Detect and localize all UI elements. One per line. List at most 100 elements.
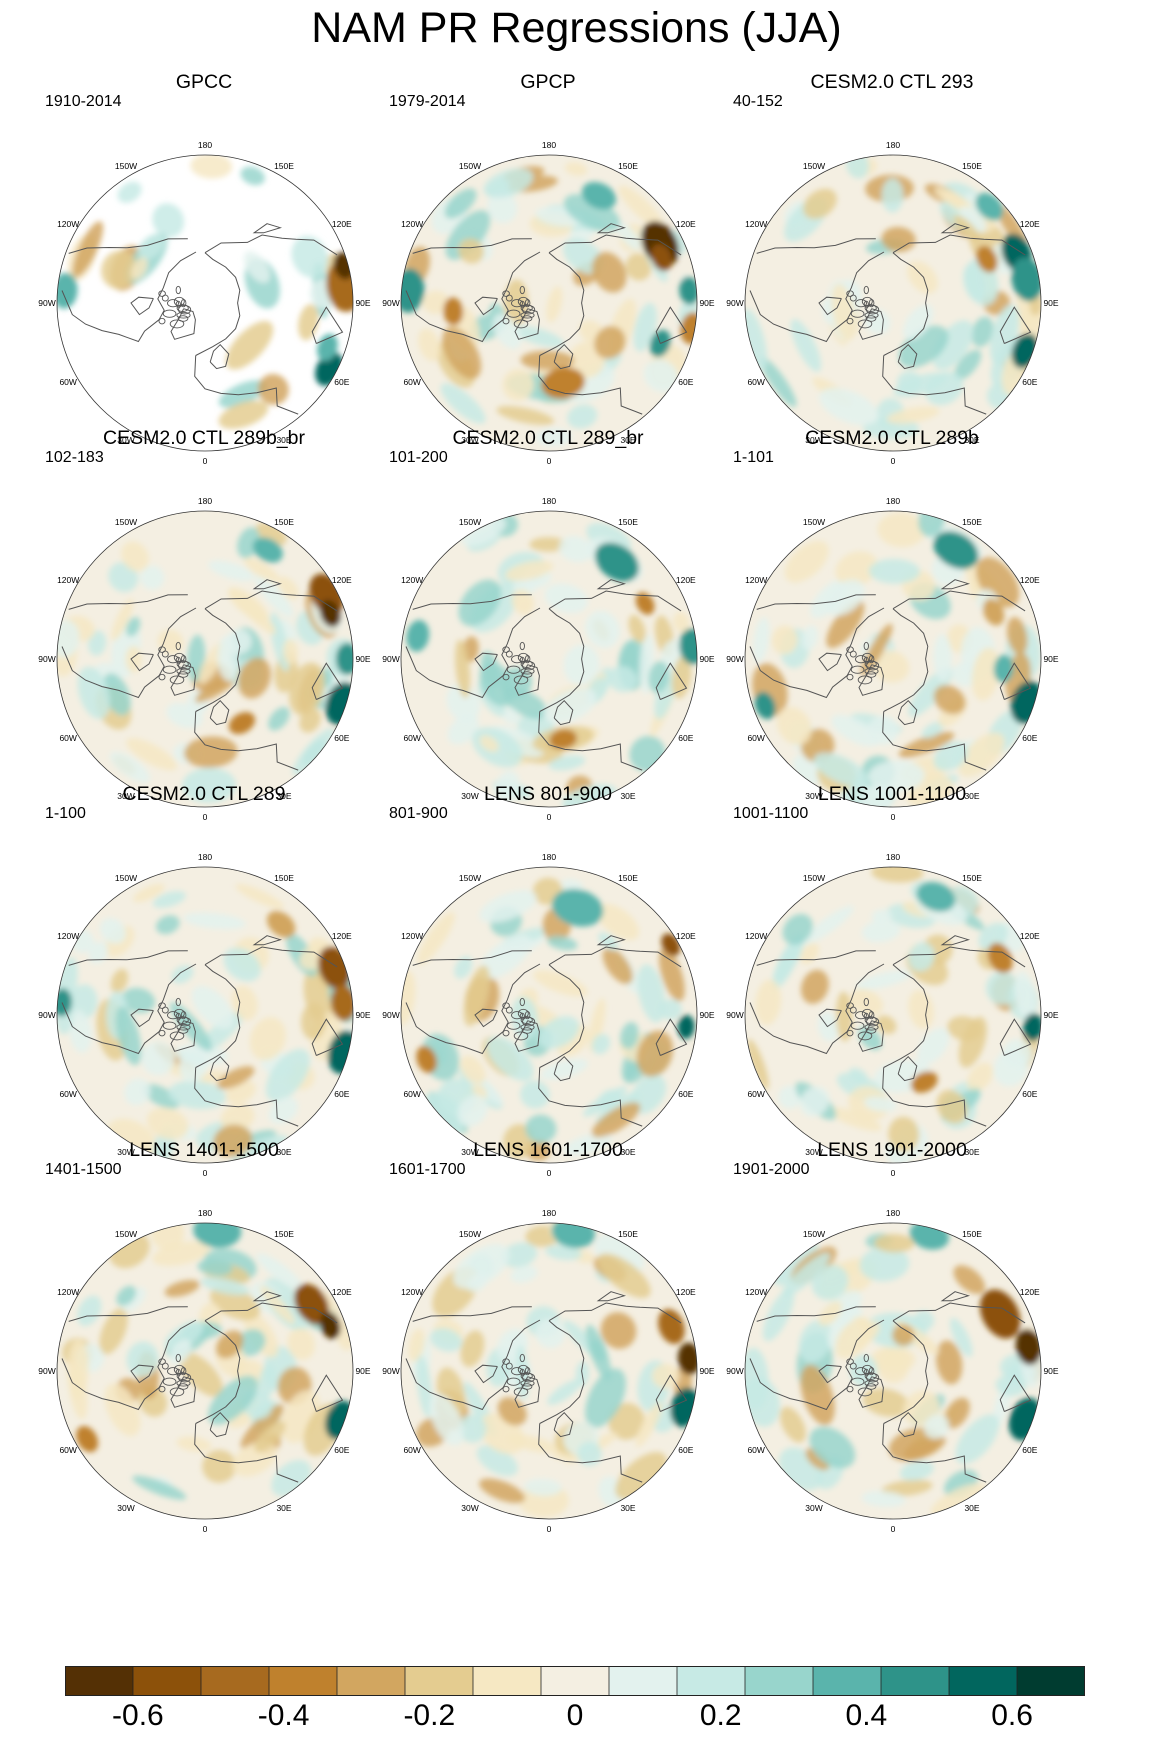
longitude-label: 180 (198, 852, 212, 862)
island-outline (519, 656, 525, 664)
coastline (655, 1018, 688, 1056)
longitude-label: 30W (461, 435, 478, 445)
panel-title: LENS 1001-1100 (817, 783, 967, 805)
longitude-label: 120E (332, 219, 352, 229)
field-blob (524, 1478, 562, 1496)
coastlines (405, 935, 688, 1127)
coastline (882, 1067, 987, 1127)
island-outline (868, 298, 875, 308)
longitude-label: 0 (891, 456, 896, 465)
longitude-label: 120W (57, 1287, 79, 1297)
panel-years: 102-183 (45, 449, 104, 466)
field-blob (110, 968, 129, 993)
field-blob (544, 583, 588, 614)
island-outline (855, 655, 867, 664)
longitude-label: 150W (115, 1229, 137, 1239)
map-panel: 180 150E 120E 90E 60E 30E 0 30W 60W 90W 120W 150W GP… (356, 70, 740, 465)
field-blob (615, 1452, 667, 1500)
colorbar-swatch (1017, 1666, 1086, 1696)
island-outline (511, 1011, 523, 1020)
field-feature (581, 181, 617, 210)
coastline (539, 252, 585, 356)
island-outline (158, 1002, 166, 1009)
longitude-label: 90E (355, 1366, 370, 1376)
island-outline (519, 285, 525, 295)
field-blob (803, 188, 837, 219)
island-outline (162, 1377, 177, 1386)
coastline (539, 964, 585, 1068)
island-outline (167, 299, 179, 308)
field-blob (243, 251, 271, 284)
island-outline (868, 654, 875, 664)
field-blob (848, 1067, 868, 1083)
island-outline (524, 1010, 531, 1020)
longitude-label: 0 (547, 812, 552, 821)
field-blob (132, 883, 165, 903)
field-feature (916, 881, 956, 912)
field-blob (635, 1402, 662, 1447)
coastline (204, 590, 338, 612)
field-blob (124, 1078, 151, 1106)
field-blob (872, 650, 910, 683)
map-background (57, 155, 353, 451)
map-background (401, 1223, 697, 1519)
field-blob (529, 537, 568, 552)
coastline (412, 1306, 532, 1322)
field-feature (76, 1426, 99, 1453)
panel-years: 101-200 (389, 449, 448, 466)
field-blob (143, 1084, 180, 1109)
field-blob (171, 965, 194, 984)
island-outline (178, 1016, 192, 1027)
longitude-label: 90E (355, 1010, 370, 1020)
field-feature (677, 1015, 695, 1039)
coastline (756, 1306, 876, 1322)
coastline (405, 1358, 504, 1411)
longitude-label: 90W (726, 654, 743, 664)
field-blob (861, 1490, 906, 1508)
coastline (539, 1320, 585, 1424)
coastline (553, 1411, 574, 1438)
map-panel: 180 150E 120E 90E 60E 30E 0 30W 60W 90W 120W 150W CE… (12, 426, 396, 821)
coastlines (61, 935, 344, 1127)
island-outline (524, 298, 531, 308)
island-outline (521, 671, 533, 678)
field-blob (213, 1124, 253, 1157)
coastline (539, 608, 585, 712)
field-blob (132, 1475, 187, 1500)
field-blob (989, 304, 1020, 365)
panel-title: CESM2.0 CTL 289b (805, 427, 979, 449)
longitude-label: 0 (203, 812, 208, 821)
longitude-label: 150W (459, 517, 481, 527)
island-outline (175, 656, 181, 664)
coastline (412, 950, 532, 966)
longitude-label: 120W (745, 931, 767, 941)
longitude-label: 180 (886, 140, 900, 150)
field-blob (116, 1285, 137, 1306)
longitude-label: 60E (678, 1089, 693, 1099)
field-blob (104, 1383, 141, 1437)
coastline (749, 1002, 848, 1055)
field-blob (600, 1312, 637, 1349)
coastline (548, 590, 682, 612)
longitude-label: 120E (676, 931, 696, 941)
field-blob (249, 1017, 286, 1061)
field-blob (835, 551, 878, 587)
island-outline (177, 1383, 189, 1390)
coastline (209, 343, 230, 370)
coastline (940, 1291, 971, 1302)
coastline (897, 1055, 918, 1082)
coastline (749, 646, 848, 699)
longitude-label: 90W (38, 1010, 55, 1020)
longitude-label: 60E (1022, 377, 1037, 387)
map-boundary (400, 1222, 698, 1520)
field-blob (876, 1015, 897, 1035)
colorbar-tick-label: -0.6 (112, 1699, 164, 1732)
longitude-label: 30W (117, 435, 134, 445)
island-outline (158, 290, 166, 297)
longitude-label: 60E (334, 377, 349, 387)
field-feature (326, 259, 353, 312)
field-blob (779, 1406, 806, 1443)
field-blob (283, 639, 299, 665)
field-blob (608, 665, 637, 693)
field-blob (892, 1324, 915, 1346)
